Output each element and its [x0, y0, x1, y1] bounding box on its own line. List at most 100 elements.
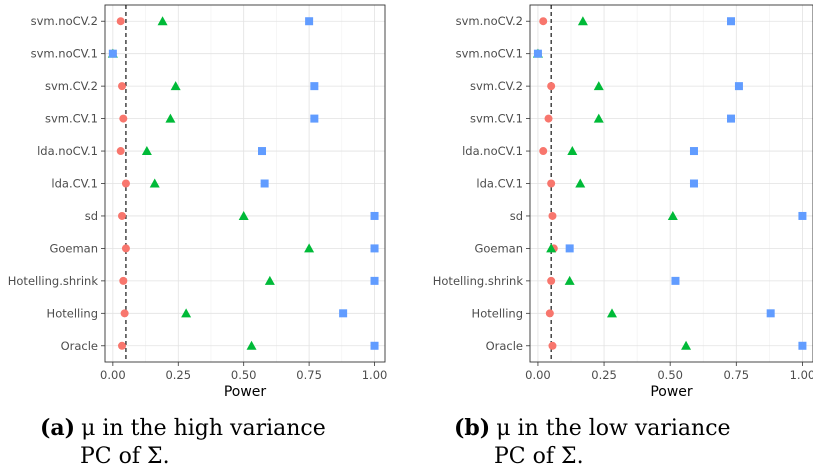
y-tick-label-b: Hotelling.shrink [433, 274, 524, 288]
data-point-circle-a [120, 309, 129, 318]
data-point-square-a [108, 49, 117, 58]
caption-a-tag: (a) [40, 415, 76, 441]
data-point-square-a [370, 211, 379, 220]
data-point-square-b [727, 17, 736, 26]
data-point-circle-b [539, 147, 548, 156]
panel-border-a [104, 4, 386, 363]
y-tick-label-a: Goeman [49, 241, 98, 255]
caption-b: (b) μ in the low variance PC of Σ. [454, 414, 731, 471]
y-tick-label-a: Oracle [61, 339, 98, 353]
data-point-square-b [798, 341, 807, 350]
data-point-square-a [310, 114, 319, 123]
data-point-triangle-b [606, 308, 617, 318]
y-tick-label-b: svm.CV.2 [470, 79, 523, 93]
y-tick-label-a: Hotelling.shrink [8, 274, 99, 288]
data-point-circle-b [548, 211, 557, 220]
data-point-triangle-b [667, 210, 678, 220]
x-tick-label-a: 0.75 [296, 368, 322, 382]
data-point-circle-a [121, 244, 130, 253]
data-point-square-b [689, 179, 698, 188]
data-point-triangle-b [575, 178, 586, 188]
data-point-square-b [565, 244, 574, 253]
data-point-triangle-b [593, 113, 604, 123]
x-tick-label-b: 0.25 [591, 368, 617, 382]
data-point-circle-b [548, 341, 557, 350]
caption-b-tag: (b) [454, 415, 491, 441]
data-point-triangle-a [264, 275, 275, 285]
y-tick-label-b: lda.noCV.1 [462, 144, 523, 158]
data-point-circle-a [119, 114, 128, 123]
data-point-triangle-a [149, 178, 160, 188]
y-tick-label-a: svm.CV.2 [45, 79, 98, 93]
y-tick-label-a: lda.CV.1 [51, 177, 98, 191]
y-tick-label-b: sd [510, 209, 523, 223]
data-point-square-a [260, 179, 269, 188]
data-point-circle-b [547, 276, 556, 285]
chart-panel-b: 0.00 0.25 0.50 0.75 1.00 svm.noCV.2 svm.noCV.1… [433, 4, 813, 400]
data-point-square-b [671, 276, 680, 285]
y-tick-label-b: svm.noCV.1 [456, 47, 523, 61]
chart-panel-a: 0.00 0.25 0.50 0.75 1.00 svm.noCV.2 svm.noCV.1… [8, 4, 388, 400]
data-point-triangle-a [165, 113, 176, 123]
x-tick-label-b: 1.00 [790, 368, 813, 382]
y-tick-label-b: svm.noCV.2 [456, 14, 523, 28]
data-point-square-a [305, 17, 314, 26]
data-point-square-b [727, 114, 736, 123]
data-point-circle-a [118, 211, 127, 220]
x-tick-label-b: 0.00 [525, 368, 551, 382]
data-point-square-a [339, 309, 348, 318]
data-point-circle-a [116, 17, 125, 26]
data-point-triangle-a [157, 16, 168, 26]
data-point-square-a [258, 147, 267, 156]
data-point-triangle-b [681, 340, 692, 350]
data-point-square-a [370, 244, 379, 253]
data-point-triangle-b [593, 81, 604, 91]
panel-border-b [529, 4, 813, 363]
data-point-triangle-b [577, 16, 588, 26]
x-tick-label-b: 0.75 [723, 368, 749, 382]
data-point-circle-a [116, 147, 125, 156]
x-axis-title-a: Power [224, 384, 267, 400]
data-point-square-a [370, 341, 379, 350]
x-tick-label-a: 0.25 [165, 368, 191, 382]
data-point-square-b [533, 49, 542, 58]
x-tick-label-a: 0.50 [231, 368, 257, 382]
data-point-square-b [766, 309, 775, 318]
data-point-circle-b [547, 179, 556, 188]
data-point-circle-b [545, 309, 554, 318]
data-point-circle-a [121, 179, 130, 188]
data-point-triangle-a [304, 243, 315, 253]
y-tick-label-a: svm.noCV.2 [31, 14, 98, 28]
data-point-triangle-a [141, 146, 152, 156]
data-point-triangle-a [238, 210, 249, 220]
y-tick-label-a: sd [85, 209, 98, 223]
x-axis-title-b: Power [650, 384, 693, 400]
data-point-circle-b [544, 114, 553, 123]
caption-a-line1: μ in the high variance [81, 416, 326, 441]
data-point-square-a [310, 82, 319, 91]
data-point-circle-b [547, 82, 556, 91]
y-tick-label-b: svm.CV.1 [470, 112, 523, 126]
data-point-square-a [370, 276, 379, 285]
y-tick-label-b: lda.CV.1 [476, 177, 523, 191]
data-point-square-b [734, 82, 743, 91]
data-point-triangle-b [567, 146, 578, 156]
x-tick-label-a: 1.00 [362, 368, 388, 382]
data-point-triangle-a [170, 81, 181, 91]
caption-a: (a) μ in the high variance PC of Σ. [40, 414, 326, 471]
x-tick-label-b: 0.50 [657, 368, 683, 382]
caption-b-line2: PC of Σ. [494, 444, 584, 469]
caption-a-line2: PC of Σ. [80, 444, 170, 469]
y-tick-label-b: Goeman [474, 241, 523, 255]
data-point-circle-b [539, 17, 548, 26]
data-point-triangle-a [246, 340, 257, 350]
data-point-circle-a [118, 341, 127, 350]
data-point-triangle-a [181, 308, 192, 318]
y-tick-label-a: svm.CV.1 [45, 112, 98, 126]
y-tick-label-a: svm.noCV.1 [31, 47, 98, 61]
x-tick-label-a: 0.00 [100, 368, 126, 382]
data-point-triangle-b [546, 243, 557, 253]
y-tick-label-b: Hotelling [472, 306, 523, 320]
data-point-square-b [798, 211, 807, 220]
